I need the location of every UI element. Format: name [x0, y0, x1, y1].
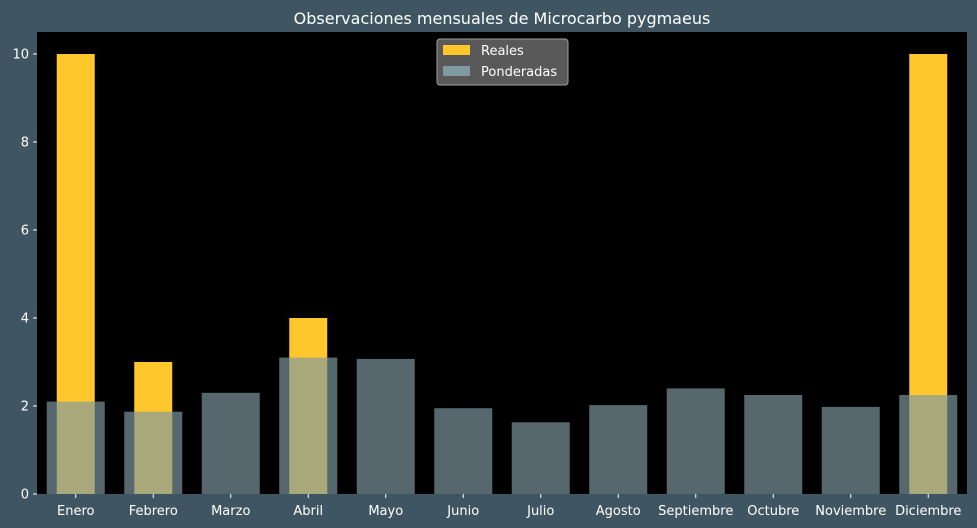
series-ponderadas — [46, 357, 958, 494]
y-tick-label-2: 2 — [21, 400, 29, 415]
bar-ponderadas-julio — [511, 422, 570, 494]
bar-ponderadas-abril — [279, 357, 338, 494]
legend-swatch-ponderadas — [443, 66, 470, 76]
bar-ponderadas-enero — [46, 401, 105, 494]
x-tick-label-marzo: Marzo — [211, 504, 250, 519]
plot-area — [37, 32, 967, 494]
x-tick-label-junio: Junio — [446, 504, 479, 519]
y-tick-label-6: 6 — [21, 224, 29, 239]
x-tick-label-enero: Enero — [57, 504, 95, 519]
y-tick-label-10: 10 — [12, 48, 29, 63]
x-tick-label-septiembre: Septiembre — [658, 504, 733, 519]
bar-ponderadas-septiembre — [666, 388, 725, 494]
legend: Reales Ponderadas — [436, 38, 569, 86]
x-tick-label-diciembre: Diciembre — [895, 504, 961, 519]
y-tick-label-0: 0 — [21, 488, 29, 503]
bar-ponderadas-diciembre — [899, 395, 958, 494]
chart-title: Observaciones mensuales de Microcarbo py… — [294, 9, 711, 28]
bar-ponderadas-junio — [434, 408, 493, 494]
bar-ponderadas-octubre — [744, 395, 803, 494]
x-tick-label-mayo: Mayo — [368, 504, 403, 519]
bar-ponderadas-mayo — [356, 358, 415, 494]
bar-ponderadas-noviembre — [821, 406, 880, 494]
y-tick-label-8: 8 — [21, 136, 29, 151]
bar-ponderadas-agosto — [589, 405, 648, 494]
bar-ponderadas-febrero — [124, 411, 183, 494]
x-axis: Enero Febrero Marzo Abril Mayo Junio Julio Agos… — [57, 494, 961, 519]
legend-swatch-reales — [443, 45, 470, 55]
x-tick-label-agosto: Agosto — [596, 504, 641, 519]
y-tick-label-4: 4 — [21, 312, 29, 327]
legend-label-reales: Reales — [481, 44, 524, 59]
x-tick-label-julio: Julio — [526, 504, 554, 519]
bar-ponderadas-marzo — [201, 392, 260, 494]
y-axis: 0 2 4 6 8 10 — [12, 48, 37, 503]
legend-label-ponderadas: Ponderadas — [481, 65, 557, 80]
x-tick-label-abril: Abril — [293, 504, 323, 519]
x-tick-label-febrero: Febrero — [129, 504, 178, 519]
x-tick-label-octubre: Octubre — [747, 504, 799, 519]
x-tick-label-noviembre: Noviembre — [815, 504, 886, 519]
